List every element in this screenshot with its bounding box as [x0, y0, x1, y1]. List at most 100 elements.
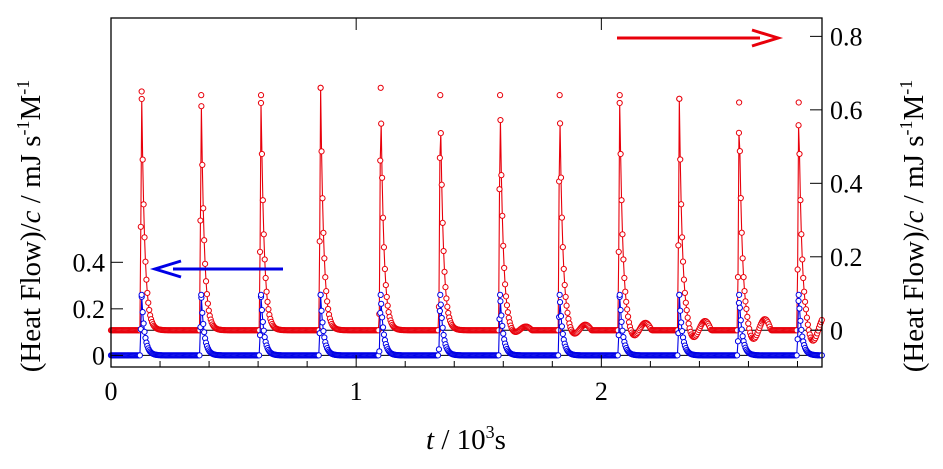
series-point-right [803, 314, 811, 321]
x-tick-label: 2 [595, 377, 608, 406]
series-point-right [561, 281, 568, 289]
series-point-right [324, 298, 331, 305]
series-point-right [802, 306, 810, 313]
series-point-left [736, 304, 743, 311]
arrow-right [617, 28, 784, 48]
series-point-right [558, 214, 566, 221]
series-point-right [799, 256, 806, 263]
series-point-right [444, 303, 451, 310]
series-point-left [794, 336, 801, 343]
series-point-right [801, 288, 808, 295]
series-point-right [257, 99, 265, 107]
series-point-left [379, 324, 387, 331]
peak-point-left-4 [317, 291, 324, 298]
series-point-right [675, 242, 682, 249]
peak-point-left-7 [496, 291, 504, 298]
right-y-tick-label: 0.6 [830, 96, 863, 125]
series-point-left [378, 300, 385, 307]
series-point-right [200, 205, 207, 212]
peak-point-left-11 [736, 291, 743, 298]
series-point-right [502, 293, 510, 300]
series-point-left [678, 319, 685, 326]
arrow-head-right [751, 28, 784, 48]
series-point-right [384, 302, 391, 309]
series-point-right [202, 260, 209, 267]
series-point-right [616, 99, 623, 107]
series-point-right [437, 129, 444, 137]
x-axis-exp: 3 [486, 422, 495, 442]
y-axis-right-label: (Heat Flow)/c / mJ s-1M-1 [896, 80, 930, 373]
series-point-right [144, 289, 151, 297]
series-point-left [141, 328, 148, 335]
series-point-right [742, 298, 749, 305]
series-point-left [799, 333, 806, 340]
series-point-left [497, 298, 504, 305]
series-point-left [259, 318, 266, 325]
series-point-right [141, 234, 148, 241]
series-point-right [318, 148, 325, 155]
peak-point-left-6 [437, 291, 444, 298]
peak-point-right-12 [795, 99, 802, 106]
series-point-left [260, 327, 267, 334]
plot-frame [110, 17, 823, 368]
series-point-right [198, 103, 205, 110]
series-point-right [203, 291, 211, 298]
series-point-right [743, 305, 750, 313]
series-point-left [136, 352, 143, 359]
series-point-left [201, 329, 208, 336]
series-right [107, 84, 825, 344]
peak-point-right-7 [496, 92, 504, 99]
peak-point-right-6 [437, 92, 444, 99]
series-point-right [680, 276, 688, 283]
axes: 0 1 2 0 0.2 0.4 0.6 0.8 0 0.2 0.4 [73, 17, 863, 406]
series-point-right [379, 174, 386, 181]
series-point-right [381, 265, 389, 273]
series-point-right [564, 309, 571, 316]
series-point-right [735, 129, 743, 136]
right-y-tick-label: 0.2 [830, 243, 863, 272]
series-point-right [197, 217, 204, 224]
series-point-right [501, 264, 508, 272]
series-point-right [557, 174, 565, 181]
series-point-left [558, 323, 566, 330]
series-point-right [137, 223, 144, 230]
series-point-right [800, 274, 807, 282]
series-point-right [677, 156, 684, 163]
series-point-right [383, 293, 390, 301]
series-point-right [443, 295, 450, 302]
series-point-right [201, 237, 208, 244]
series-point-right [379, 214, 387, 221]
arrow-left [149, 259, 283, 279]
peak-point-left-1 [138, 291, 145, 298]
series-point-left [674, 352, 681, 359]
series-point-right [679, 258, 687, 265]
arrow-head-left [149, 259, 182, 279]
series-point-right [142, 258, 149, 265]
series-point-left [677, 307, 684, 314]
series-point-left [258, 306, 266, 314]
series-point-right [739, 255, 746, 262]
series-point-left [555, 352, 562, 359]
x-tick-label: 1 [350, 377, 363, 406]
series-point-right [140, 201, 147, 208]
series-point-right [621, 274, 628, 282]
series-point-right [794, 266, 801, 273]
y-axis-left-label: (Heat Flow)/c / mJ s-1M-1 [13, 80, 47, 373]
series-point-left [735, 299, 743, 307]
series-point-right [261, 256, 268, 263]
series-point-left [798, 326, 805, 333]
series-point-right [205, 307, 212, 314]
series-point-left [199, 309, 206, 316]
series-point-left [498, 312, 505, 319]
series-point-right [440, 247, 447, 255]
peak-point-left-9 [616, 291, 623, 298]
x-tick-label: 0 [105, 377, 118, 406]
series-point-right [503, 302, 511, 309]
series-point-right [559, 244, 566, 251]
series-point-left [440, 331, 447, 339]
peak-point-left-10 [676, 291, 683, 298]
series-point-right [556, 120, 564, 127]
series-point-left [738, 326, 745, 333]
series-point-right [804, 321, 811, 328]
series-point-left [796, 305, 803, 312]
